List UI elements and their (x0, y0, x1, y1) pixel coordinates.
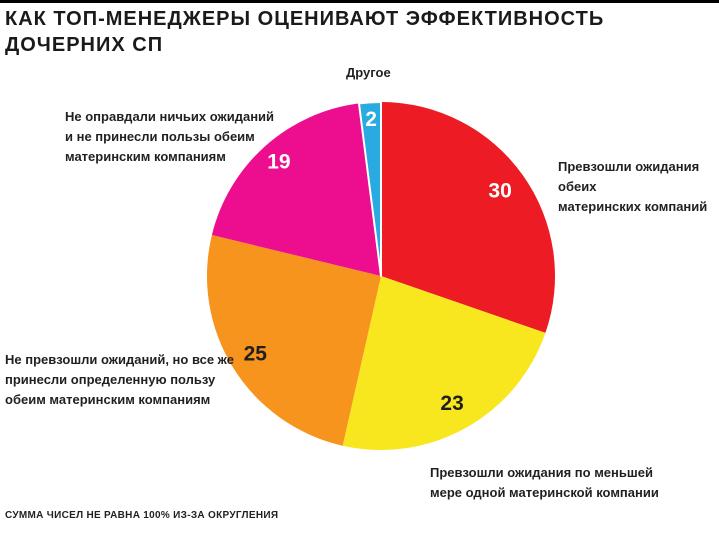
top-rule (0, 0, 719, 3)
pie-slice-not-exceeded (206, 234, 381, 446)
callout-label-met-no-expectations: Не оправдали ничьих ожиданий и не принес… (65, 109, 275, 164)
pie-slice-exceeded-both (381, 102, 555, 333)
footnote: СУММА ЧИСЕЛ НЕ РАВНА 100% ИЗ-ЗА ОКРУГЛЕН… (5, 510, 279, 521)
page-title: КАК ТОП-МЕНЕДЖЕРЫ ОЦЕНИВАЮТ ЭФФЕКТИВНОСТ… (5, 8, 605, 56)
pie-slice-met-no-expectations (211, 103, 381, 277)
callout-label-not-exceeded: Не превзошли ожиданий, но все же принесл… (5, 352, 234, 407)
callout-label-exceeded-one: Превзошли ожидания по меньшей мере одной… (430, 465, 659, 500)
pie-value-exceeded-both: 30 (488, 180, 511, 203)
pie-slice-exceeded-one (342, 276, 546, 450)
callout-label-other: Другое (346, 65, 391, 80)
pie-value-met-no-expectations: 19 (267, 150, 290, 173)
callout-label-exceeded-both: Превзошли ожидания обеих материнских ком… (558, 159, 708, 214)
pie-value-other: 2 (365, 108, 377, 131)
pie-value-not-exceeded: 25 (244, 343, 268, 366)
pie-slice-other (357, 101, 382, 277)
pie-value-exceeded-one: 23 (440, 392, 463, 415)
